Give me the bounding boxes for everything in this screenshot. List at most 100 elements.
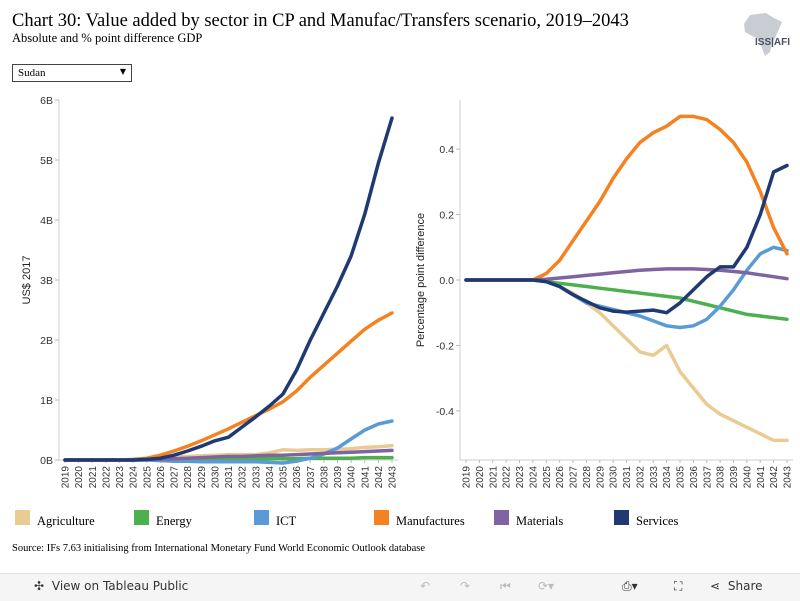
x-tick-label: 2028	[183, 466, 194, 489]
x-tick-label: 2024	[129, 466, 140, 489]
x-tick-label: 2031	[622, 466, 633, 489]
undo-icon[interactable]: ↶	[420, 579, 431, 593]
series-line-agriculture	[464, 278, 789, 443]
x-tick-label: 2023	[115, 466, 126, 489]
x-tick-label: 2033	[251, 466, 262, 489]
y-tick-label: 1B	[40, 395, 53, 407]
x-tick-label: 2036	[689, 466, 700, 489]
legend-swatch	[254, 510, 269, 525]
x-tick-label: 2025	[142, 466, 153, 489]
x-tick-label: 2031	[224, 466, 235, 489]
legend-label: Manufactures	[396, 514, 465, 528]
legend-swatch	[494, 510, 509, 525]
x-tick-label: 2022	[101, 466, 112, 489]
legend-swatch	[15, 510, 30, 525]
y-tick-label: 4B	[40, 215, 53, 227]
y-axis-label: Percentage point difference	[415, 213, 427, 347]
download-icon[interactable]: ⎙▾	[622, 579, 638, 593]
x-tick-label: 2019	[61, 466, 72, 489]
logo-text: ISS|AFI	[755, 37, 790, 48]
iss-afi-logo: ISS|AFI	[744, 13, 790, 56]
legend-swatch	[134, 510, 149, 525]
legend-swatch	[614, 510, 629, 525]
y-tick-label: 6B	[40, 95, 53, 107]
x-tick-label: 2029	[595, 466, 606, 489]
share-button[interactable]: ⋖ Share	[710, 579, 763, 593]
x-tick-label: 2038	[319, 466, 330, 489]
legend-label: Agriculture	[37, 514, 95, 528]
x-tick-label: 2041	[756, 466, 767, 489]
country-dropdown[interactable]: Sudan ▼	[12, 64, 132, 82]
x-tick-label: 2027	[170, 466, 181, 489]
x-tick-label: 2039	[729, 466, 740, 489]
legend-label: ICT	[276, 514, 297, 528]
legend: Agriculture Energy ICT Manufactures Material…	[0, 508, 800, 530]
x-tick-label: 2027	[569, 466, 580, 489]
source-note: Source: IFs 7.63 initialising from Inter…	[12, 543, 426, 554]
x-tick-label: 2034	[265, 466, 276, 489]
redo-icon[interactable]: ↷	[460, 579, 471, 593]
x-tick-label: 2026	[156, 466, 167, 489]
x-tick-label: 2040	[742, 466, 753, 489]
refresh-icon[interactable]: ⟳▾	[538, 579, 555, 593]
legend-swatch	[374, 510, 389, 525]
y-tick-label: 2B	[40, 335, 53, 347]
fullscreen-icon[interactable]: ⛶	[674, 579, 683, 593]
y-axis-label: US$ 2017	[21, 256, 33, 305]
x-tick-label: 2022	[502, 466, 513, 489]
x-tick-label: 2025	[542, 466, 553, 489]
x-tick-label: 2037	[306, 466, 317, 489]
y-tick-label: 3B	[40, 275, 53, 287]
x-tick-label: 2037	[702, 466, 713, 489]
x-tick-label: 2023	[515, 466, 526, 489]
x-tick-label: 2035	[279, 466, 290, 489]
y-tick-label: 0B	[40, 455, 53, 467]
x-tick-label: 2036	[292, 466, 303, 489]
view-on-tableau-label: View on Tableau Public	[51, 579, 189, 593]
share-icon: ⋖	[710, 579, 721, 593]
view-on-tableau-button[interactable]: ✣ View on Tableau Public	[34, 579, 188, 593]
x-tick-label: 2020	[74, 466, 85, 489]
share-label: Share	[727, 579, 763, 593]
y-tick-label: 0.4	[439, 144, 454, 156]
x-tick-label: 2030	[210, 466, 221, 489]
legend-label: Materials	[516, 514, 564, 528]
x-tick-label: 2032	[238, 466, 249, 489]
x-tick-label: 2030	[609, 466, 620, 489]
x-tick-label: 2026	[555, 466, 566, 489]
y-tick-label: 0.0	[439, 275, 454, 287]
y-tick-label: 0.2	[439, 210, 454, 222]
x-tick-label: 2042	[769, 466, 780, 489]
x-tick-label: 2039	[333, 466, 344, 489]
series-line-manufactures	[464, 114, 789, 282]
x-tick-label: 2040	[347, 466, 358, 489]
chart-subtitle: Absolute and % point difference GDP	[12, 31, 203, 45]
tableau-icon: ✣	[34, 579, 45, 593]
x-tick-label: 2028	[582, 466, 593, 489]
chevron-down-icon: ▼	[119, 67, 126, 76]
x-tick-label: 2024	[528, 466, 539, 489]
legend-label: Services	[636, 514, 679, 528]
x-tick-label: 2043	[388, 466, 399, 489]
x-tick-label: 2038	[716, 466, 727, 489]
x-tick-label: 2035	[676, 466, 687, 489]
country-dropdown-value: Sudan	[18, 67, 46, 79]
x-tick-label: 2029	[197, 466, 208, 489]
x-tick-label: 2032	[635, 466, 646, 489]
x-tick-label: 2019	[462, 466, 473, 489]
x-tick-label: 2021	[488, 466, 499, 489]
y-tick-label: -0.2	[436, 340, 454, 352]
x-tick-label: 2034	[662, 466, 673, 489]
revert-icon[interactable]: ⏮	[500, 579, 511, 593]
x-tick-label: 2042	[374, 466, 385, 489]
x-tick-label: 2033	[649, 466, 660, 489]
x-tick-label: 2021	[88, 466, 99, 489]
x-tick-label: 2043	[783, 466, 794, 489]
series-line-services	[464, 163, 789, 315]
series-line-services	[63, 116, 394, 462]
y-tick-label: 5B	[40, 155, 53, 167]
legend-label: Energy	[156, 514, 192, 528]
chart-title: Chart 30: Value added by sector in CP an…	[12, 11, 629, 31]
